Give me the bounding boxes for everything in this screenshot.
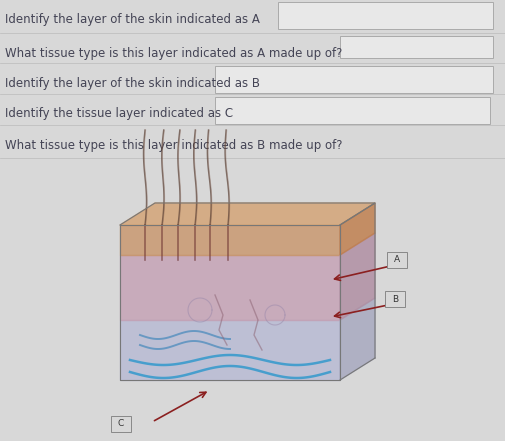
Text: Identify the layer of the skin indicated as B: Identify the layer of the skin indicated…: [5, 76, 260, 90]
Polygon shape: [120, 255, 339, 320]
Text: Identify the layer of the skin indicated as A: Identify the layer of the skin indicated…: [5, 12, 260, 26]
Text: C: C: [118, 419, 124, 429]
Polygon shape: [120, 225, 339, 255]
Polygon shape: [120, 320, 339, 380]
FancyBboxPatch shape: [215, 97, 489, 124]
FancyBboxPatch shape: [386, 252, 406, 268]
Text: B: B: [391, 295, 397, 303]
Polygon shape: [339, 298, 374, 380]
FancyBboxPatch shape: [277, 2, 492, 29]
FancyBboxPatch shape: [384, 291, 404, 307]
Text: Identify the tissue layer indicated as C: Identify the tissue layer indicated as C: [5, 108, 233, 120]
Polygon shape: [120, 203, 374, 225]
FancyBboxPatch shape: [215, 66, 492, 93]
Text: What tissue type is this layer indicated as A made up of?: What tissue type is this layer indicated…: [5, 46, 342, 60]
Polygon shape: [339, 233, 374, 320]
Polygon shape: [339, 203, 374, 255]
FancyBboxPatch shape: [339, 36, 492, 58]
Text: A: A: [393, 255, 399, 265]
FancyBboxPatch shape: [111, 416, 131, 432]
Text: What tissue type is this layer indicated as B made up of?: What tissue type is this layer indicated…: [5, 139, 342, 153]
